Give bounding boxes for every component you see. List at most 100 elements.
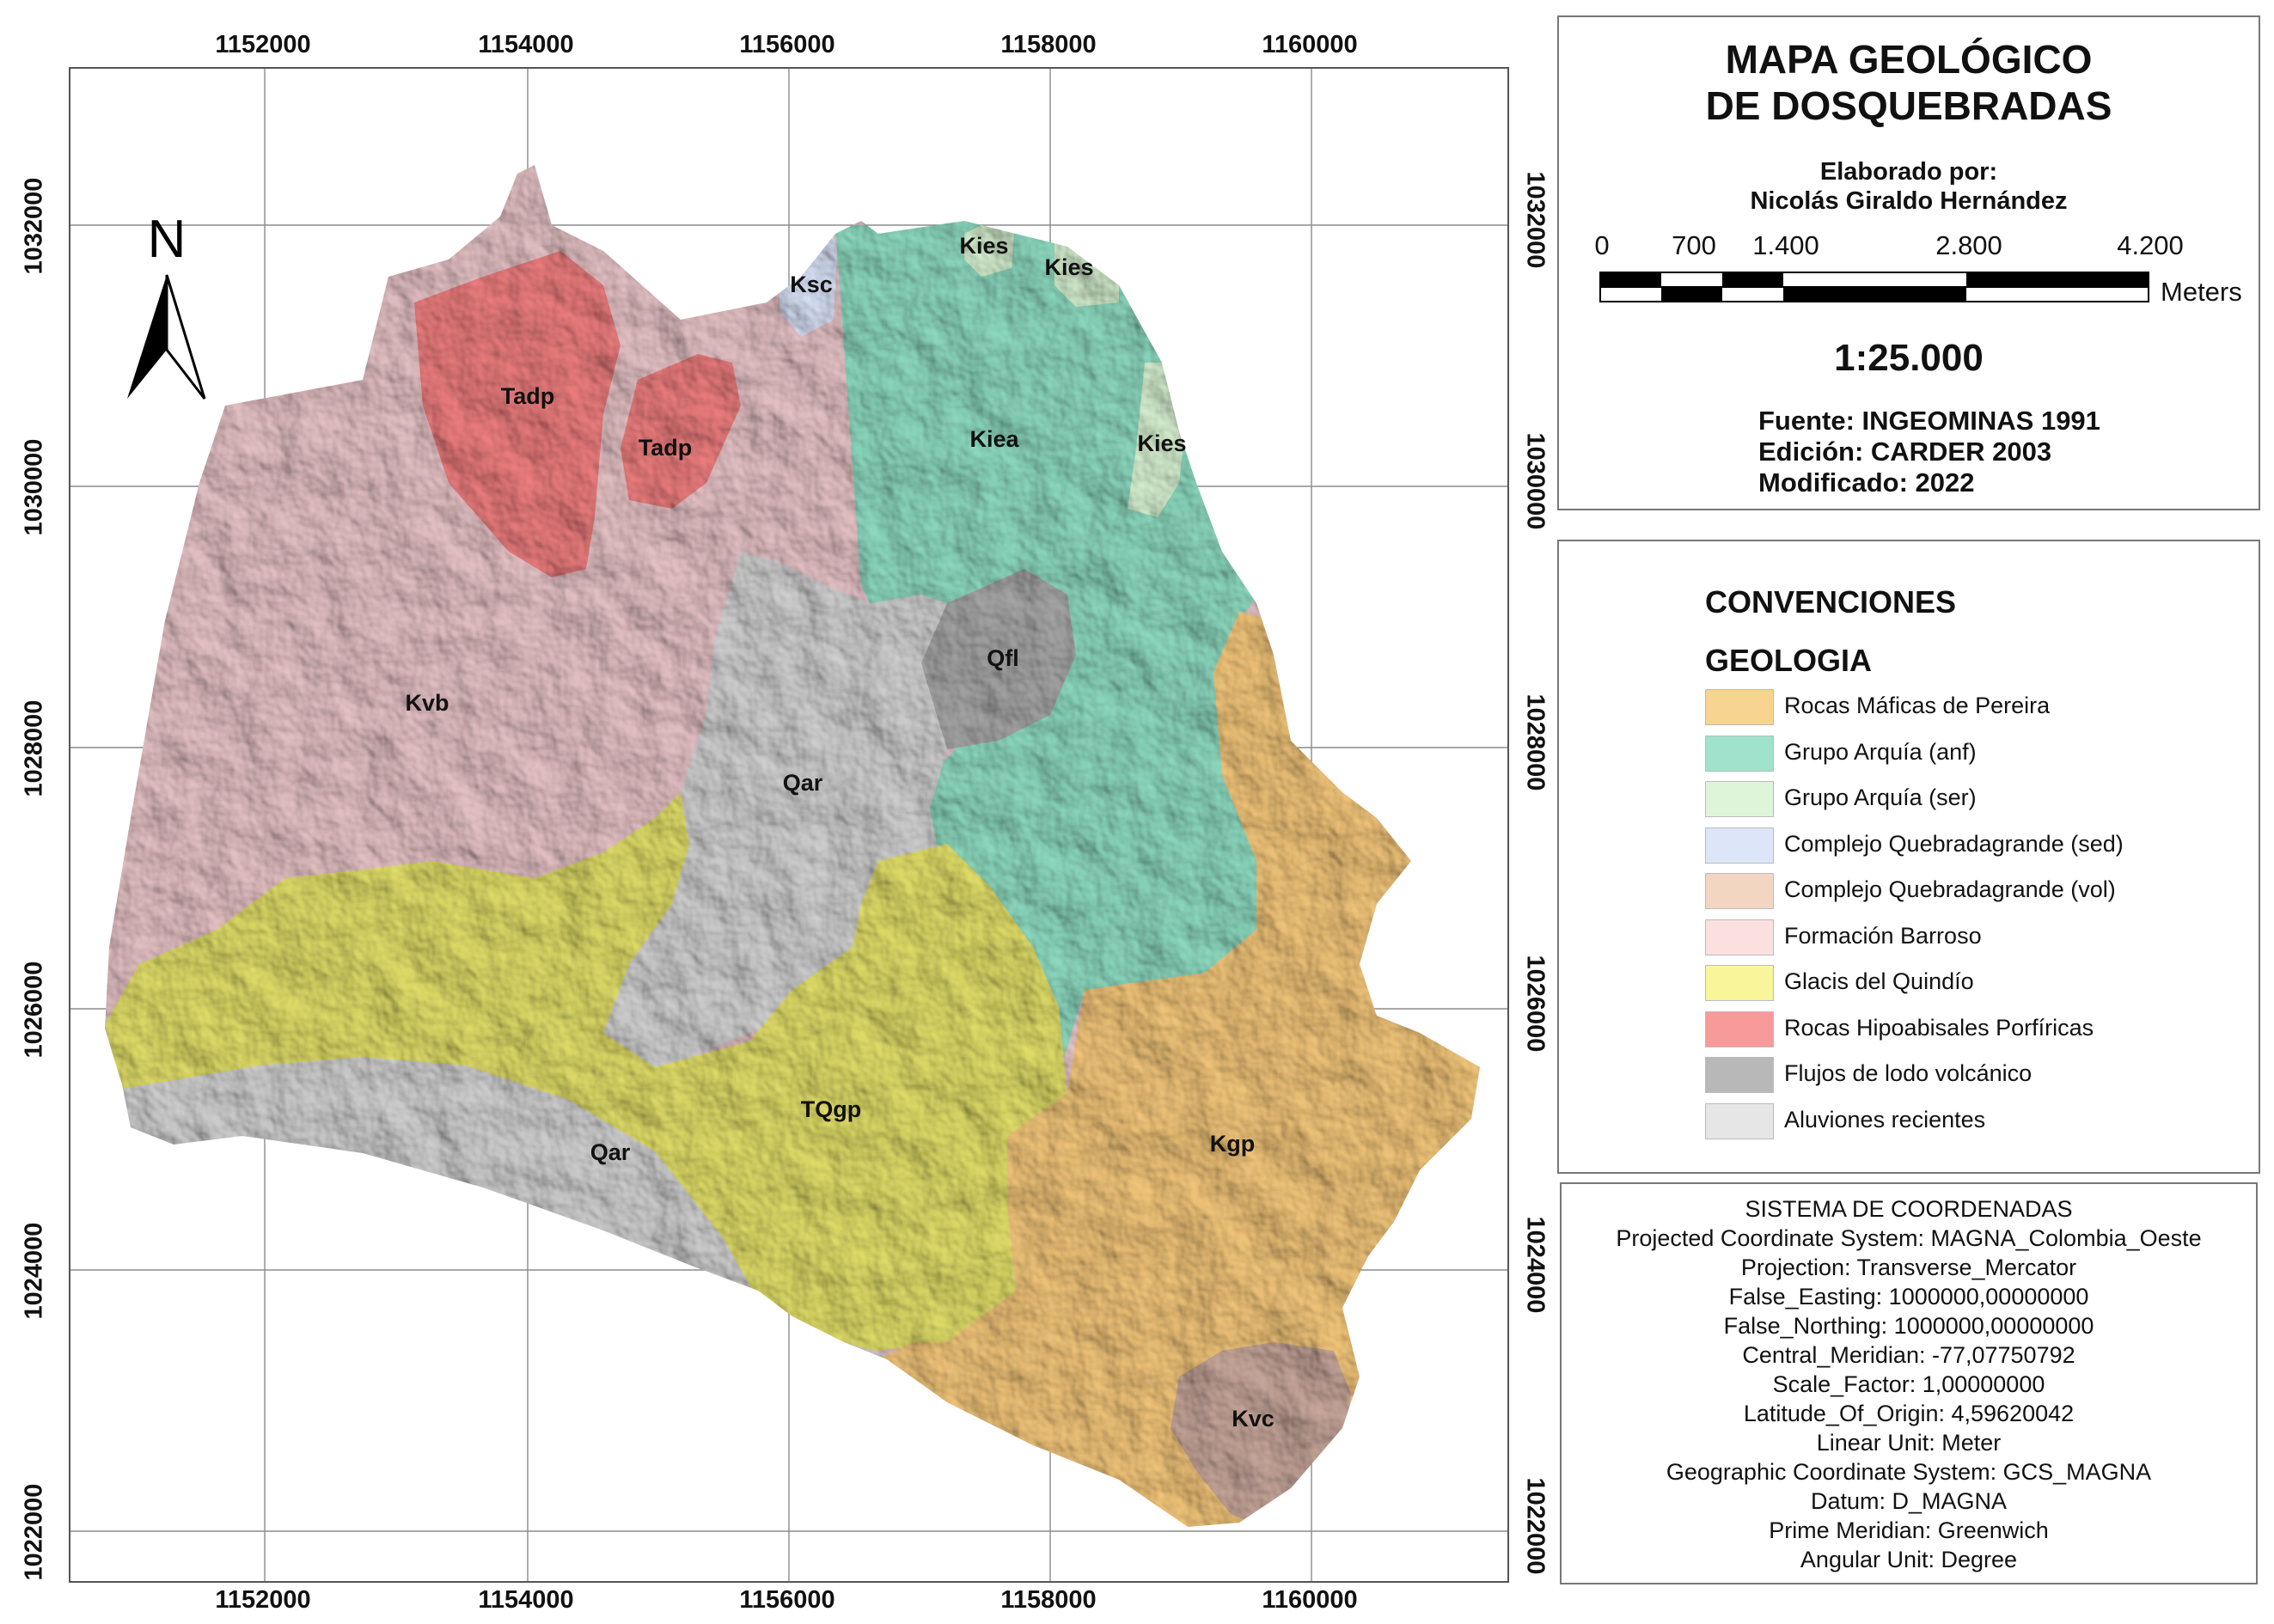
coordinate-system-line: Datum: D_MAGNA xyxy=(1810,1488,2008,1514)
scale-bar-label: 4.200 xyxy=(2117,230,2184,260)
legend-panel: CONVENCIONES GEOLOGIA Rocas Máficas de P… xyxy=(1557,540,2260,1174)
legend-label: Rocas Hipoabisales Porfíricas xyxy=(1784,1014,2094,1041)
legend-swatch xyxy=(1705,873,1774,909)
label-ksc: Ksc xyxy=(790,272,833,297)
y-tick-label: 1028000 xyxy=(20,699,48,797)
unit-kies-area[interactable] xyxy=(1054,238,1119,307)
scale-bar-label: 1.400 xyxy=(1752,230,1819,260)
edition-text: Edición: CARDER 2003 xyxy=(1758,437,2052,467)
legend-swatch xyxy=(1705,781,1774,817)
x-tick-label: 1158000 xyxy=(1000,31,1097,58)
label-kies: Kies xyxy=(1044,254,1093,280)
x-tick-label: 1154000 xyxy=(478,31,574,58)
scale-bar-label: 700 xyxy=(1672,230,1716,260)
source-text: Fuente: INGEOMINAS 1991 xyxy=(1758,406,2100,436)
label-kies: Kies xyxy=(1137,430,1186,456)
legend-swatch xyxy=(1705,1102,1774,1139)
scale-bar xyxy=(1599,272,2149,302)
legend-label: Grupo Arquía (ser) xyxy=(1784,785,1977,810)
map-title: MAPA GEOLÓGICO DE DOSQUEBRADAS xyxy=(1559,36,2259,129)
y-tick-label: 1024000 xyxy=(1521,1216,1550,1314)
title-panel: MAPA GEOLÓGICO DE DOSQUEBRADAS Elaborado… xyxy=(1557,15,2260,510)
y-tick-label: 1026000 xyxy=(20,961,48,1059)
geologic-map[interactable]: Kvb Tadp Tadp Ksc Kies Kies Kies Kiea Qf… xyxy=(70,69,1507,1581)
label-qfl: Qfl xyxy=(987,645,1019,671)
legend-swatch xyxy=(1705,919,1774,955)
legend-label: Rocas Máficas de Pereira xyxy=(1784,693,2051,718)
legend-subtitle: GEOLOGIA xyxy=(1705,643,1873,678)
map-title-line2: DE DOSQUEBRADAS xyxy=(1705,83,2112,128)
x-tick-label: 1152000 xyxy=(215,31,311,58)
y-tick-label: 1030000 xyxy=(1521,432,1550,530)
coordinate-system-line: Scale_Factor: 1,00000000 xyxy=(1772,1371,2045,1397)
unit-kies-area[interactable] xyxy=(964,221,1014,277)
coordinate-system-line: Angular Unit: Degree xyxy=(1800,1547,2018,1572)
north-arrow-icon xyxy=(127,275,167,399)
legend-title: CONVENCIONES xyxy=(1705,584,1957,620)
coordinate-system-line: Central_Meridian: -77,07750792 xyxy=(1742,1342,2075,1368)
map-frame[interactable]: Kvb Tadp Tadp Ksc Kies Kies Kies Kiea Qf… xyxy=(69,67,1509,1583)
label-tadp: Tadp xyxy=(501,383,555,409)
legend-label: Flujos de lodo volcánico xyxy=(1784,1060,2033,1086)
legend-label: Grupo Arquía (anf) xyxy=(1784,738,1977,765)
label-kvc: Kvc xyxy=(1232,1406,1275,1432)
legend-swatch xyxy=(1705,965,1774,1001)
y-tick-label: 1032000 xyxy=(1521,171,1550,269)
label-kvb: Kvb xyxy=(405,690,449,716)
legend-swatch xyxy=(1705,1057,1774,1093)
legend-swatch xyxy=(1705,735,1774,772)
unit-tqgp-area[interactable] xyxy=(105,792,1067,1351)
y-tick-label: 1024000 xyxy=(20,1222,48,1320)
scale-ratio: 1:25.000 xyxy=(1834,337,1984,379)
legend-label: Aluviones recientes xyxy=(1784,1106,1986,1133)
y-tick-label: 1022000 xyxy=(20,1483,48,1581)
coordinate-system-line: Projection: Transverse_Mercator xyxy=(1740,1255,2077,1280)
x-tick-label: 1156000 xyxy=(739,31,835,58)
coordinate-system-line: Prime Meridian: Greenwich xyxy=(1769,1517,2049,1543)
legend-swatch xyxy=(1705,827,1774,864)
label-qar: Qar xyxy=(590,1139,631,1165)
coordinate-system-title: SISTEMA DE COORDENADAS xyxy=(1745,1196,2073,1222)
north-arrow-icon xyxy=(165,274,206,400)
legend-swatch xyxy=(1705,689,1774,725)
legend-swatch xyxy=(1705,1010,1774,1047)
y-tick-label: 1026000 xyxy=(1521,955,1550,1053)
north-arrow: N xyxy=(127,210,206,400)
y-tick-label: 1028000 xyxy=(1521,693,1550,791)
author-label: Elaborado por: xyxy=(1819,158,1998,186)
coordinate-system-line: Projected Coordinate System: MAGNA_Colom… xyxy=(1616,1225,2202,1251)
scale-bar-label: 0 xyxy=(1594,230,1610,260)
unit-tadp-area[interactable] xyxy=(620,354,741,509)
map-title-line1: MAPA GEOLÓGICO xyxy=(1725,37,2093,82)
legend-label: Complejo Quebradagrande (vol) xyxy=(1784,876,2116,902)
north-arrow-label: N xyxy=(148,210,186,269)
x-tick-label: 1154000 xyxy=(478,1586,574,1614)
coordinate-system-line: False_Easting: 1000000,00000000 xyxy=(1728,1284,2089,1310)
x-tick-label: 1160000 xyxy=(1262,1586,1358,1614)
y-tick-label: 1032000 xyxy=(20,177,48,275)
x-tick-label: 1158000 xyxy=(1000,1586,1097,1614)
legend-label: Complejo Quebradagrande (sed) xyxy=(1784,830,2124,857)
legend-label: Formación Barroso xyxy=(1784,922,1982,949)
label-kiea: Kiea xyxy=(969,426,1019,452)
y-tick-label: 1022000 xyxy=(1521,1477,1550,1575)
coordinate-system-line: Linear Unit: Meter xyxy=(1816,1430,2002,1456)
x-tick-label: 1160000 xyxy=(1262,31,1358,58)
unit-qfl-area[interactable] xyxy=(921,569,1076,749)
author-name: Nicolás Giraldo Hernández xyxy=(1750,187,2068,215)
scale-bar-unit: Meters xyxy=(2161,277,2242,307)
x-tick-label: 1156000 xyxy=(739,1586,835,1614)
coordinate-system-panel: SISTEMA DE COORDENADAS Projected Coordin… xyxy=(1560,1182,2258,1584)
coordinate-system-line: False_Northing: 1000000,00000000 xyxy=(1723,1313,2094,1339)
x-tick-label: 1152000 xyxy=(215,1586,311,1614)
legend-label: Glacis del Quindío xyxy=(1784,968,1974,994)
label-kgp: Kgp xyxy=(1210,1131,1255,1157)
label-tadp: Tadp xyxy=(639,435,693,461)
unit-kgp-area[interactable] xyxy=(878,612,1480,1531)
modified-text: Modificado: 2022 xyxy=(1758,467,1975,498)
label-qar: Qar xyxy=(783,770,823,796)
unit-tadp-area[interactable] xyxy=(414,251,620,577)
label-tqgp: TQgp xyxy=(801,1096,861,1122)
y-tick-label: 1030000 xyxy=(20,438,48,536)
coordinate-system-line: Latitude_Of_Origin: 4,59620042 xyxy=(1743,1401,2075,1426)
